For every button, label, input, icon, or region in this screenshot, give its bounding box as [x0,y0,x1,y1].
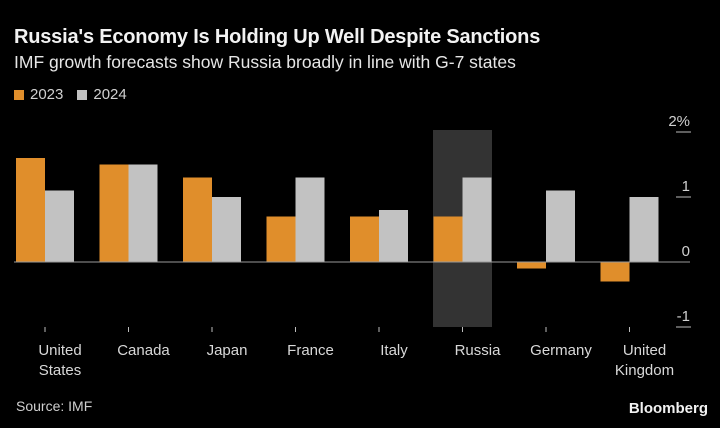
category-label: United [623,342,666,359]
category-label: Kingdom [615,362,674,379]
legend-label-2024: 2024 [93,86,127,103]
category-label: France [287,342,334,359]
bar-2023-canada [99,164,129,262]
category-label: Germany [530,342,592,359]
bloomberg-logo: Bloomberg [628,400,708,417]
y-tick-label: 0 [682,243,690,260]
bar-2024-russia [462,177,492,262]
bar-2024-japan [212,197,241,262]
bar-2024-italy [379,210,408,262]
category-label: States [39,362,82,379]
category-label: Japan [207,342,248,359]
y-tick-label: -1 [677,308,690,325]
bar-2023-italy [350,216,379,262]
bar-2023-france [266,216,296,262]
y-tick-label: 2% [668,113,690,130]
legend-swatch-2024 [77,89,88,100]
bar-2024-canada [128,164,158,262]
category-label: United [38,342,81,359]
legend-item-2023: 2023 [14,86,63,103]
chart-title: Russia's Economy Is Holding Up Well Desp… [14,26,541,48]
bar-2023-united-states [16,158,45,262]
chart-subtitle: IMF growth forecasts show Russia broadly… [14,52,516,72]
bar-2023-germany [517,262,546,269]
legend-label-2023: 2023 [30,86,64,103]
bar-2023-russia [433,216,463,262]
legend: 2023 2024 [14,86,141,103]
legend-swatch-2023 [14,89,24,100]
source-note: Source: IMF [16,398,93,414]
category-label: Italy [380,342,408,359]
category-label: Russia [455,342,502,359]
legend-item-2024: 2024 [77,86,127,103]
bar-2024-germany [546,190,575,262]
bar-2023-united-kingdom [600,262,630,282]
bar-2024-france [295,177,325,262]
y-tick-label: 1 [682,178,690,195]
category-label: Canada [117,342,170,359]
bar-2024-united-kingdom [629,197,659,262]
bar-2024-united-states [45,190,74,262]
bar-2023-japan [183,177,212,262]
